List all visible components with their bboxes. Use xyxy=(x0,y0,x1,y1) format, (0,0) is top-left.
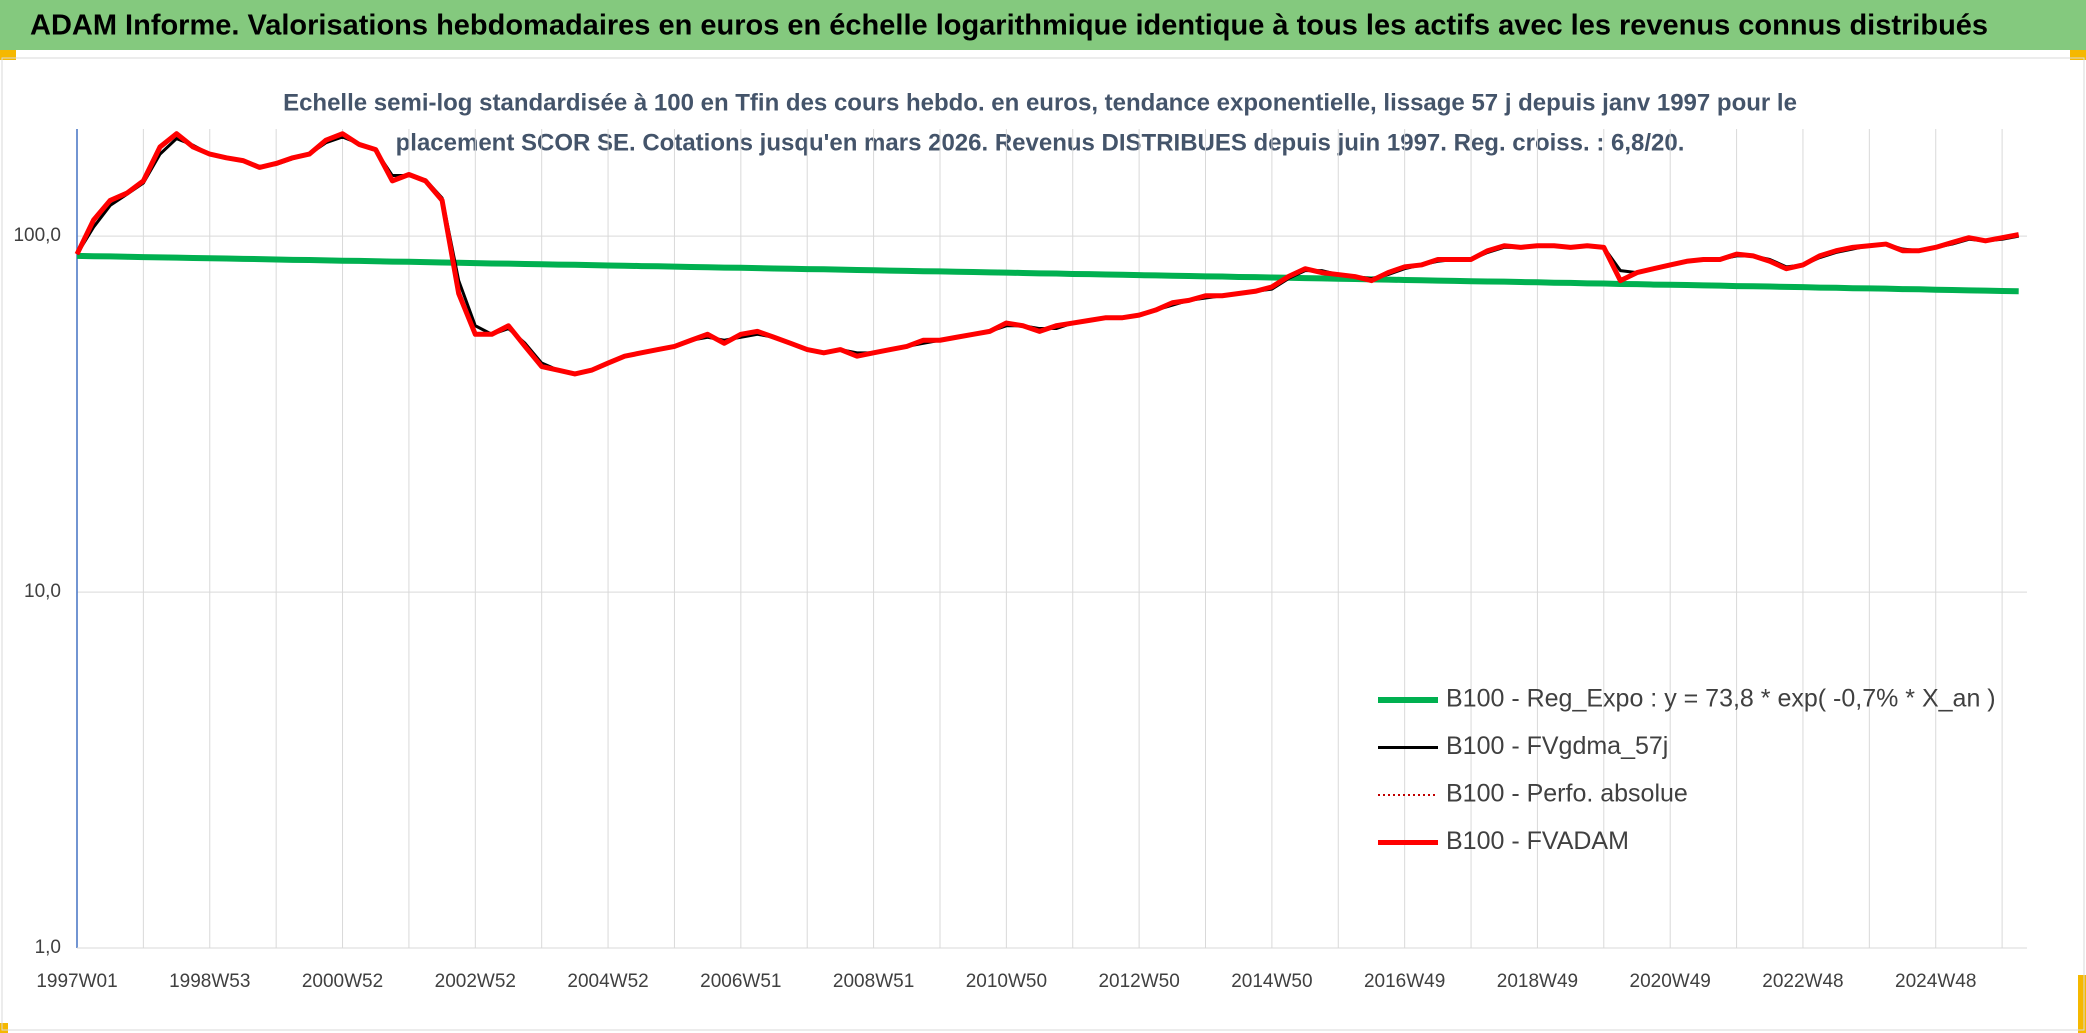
x-tick-label: 2002W52 xyxy=(435,971,516,992)
corner-mark xyxy=(0,1023,8,1033)
x-tick-label: 2022W48 xyxy=(1762,971,1843,992)
x-tick-label: 2012W50 xyxy=(1098,971,1179,992)
chart-subtitle: Echelle semi-log standardisée à 100 en T… xyxy=(283,89,1797,116)
series-line xyxy=(76,252,2019,295)
y-tick-label: 10,0 xyxy=(24,581,61,602)
grid: 1,0 10,0 100,0 1997W01 1998W53 2000W52 2002W52… xyxy=(13,129,2027,992)
x-tick-label: 2008W51 xyxy=(833,971,914,992)
x-tick-label: 2000W52 xyxy=(302,971,383,992)
x-tick-label: 2004W52 xyxy=(567,971,648,992)
legend-label: B100 - Perfo. absolue xyxy=(1446,780,1688,808)
corner-mark xyxy=(2070,50,2086,60)
corner-mark xyxy=(0,50,16,60)
y-tick-label: 1,0 xyxy=(35,937,61,958)
legend-label: B100 - FVgdma_57j xyxy=(1446,732,1668,760)
legend-label: B100 - FVADAM xyxy=(1446,827,1629,855)
legend-label: B100 - Reg_Expo : y = 73,8 * exp( -0,7% … xyxy=(1446,685,1996,713)
x-tick-label: 2018W49 xyxy=(1497,971,1578,992)
x-tick-label: 1998W53 xyxy=(169,971,250,992)
x-tick-label: 2016W49 xyxy=(1364,971,1445,992)
chart-frame xyxy=(1,57,2085,1031)
x-tick-label: 2010W50 xyxy=(966,971,1047,992)
corner-mark xyxy=(2078,975,2086,1033)
x-tick-label: 2020W49 xyxy=(1630,971,1711,992)
chart-subtitle: placement SCOR SE. Cotations jusqu'en ma… xyxy=(396,129,1685,156)
legend: B100 - Reg_Expo : y = 73,8 * exp( -0,7% … xyxy=(1378,685,1996,855)
x-tick-label: 1997W01 xyxy=(36,971,117,992)
x-tick-label: 2024W48 xyxy=(1895,971,1976,992)
x-tick-label: 2006W51 xyxy=(700,971,781,992)
x-tick-label: 2014W50 xyxy=(1231,971,1312,992)
chart-title: ADAM Informe. Valorisations hebdomadaire… xyxy=(30,10,1988,42)
title-bar xyxy=(0,0,2086,50)
y-tick-label: 100,0 xyxy=(13,225,61,246)
series-line xyxy=(74,131,2020,377)
plot-lines xyxy=(74,131,2020,377)
